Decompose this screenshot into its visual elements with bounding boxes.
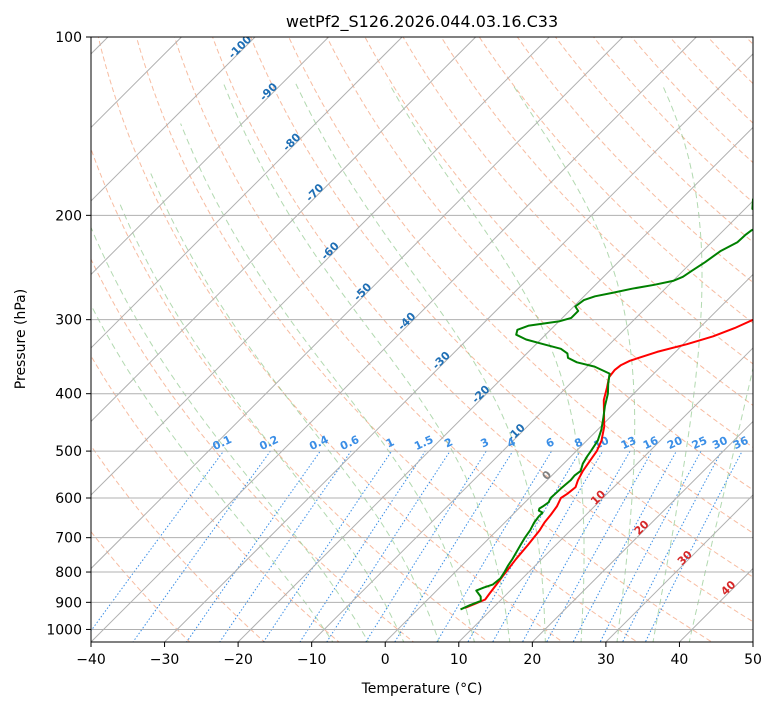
isotherm-line [91,37,477,423]
data-series [460,197,753,611]
isotherm-line [311,200,753,642]
isotherm-line [91,37,256,202]
mixing-ratio-line [521,450,631,642]
mixing-ratio-label: 30 [710,434,730,452]
mixing-ratio-line [326,450,451,642]
mixing-ratio-line [436,450,553,642]
mixing-ratio-line [262,450,393,642]
dry-adiabat-line [440,37,753,365]
x-tick-label: −30 [150,652,180,668]
moist-adiabat-line [652,83,703,642]
isotherm-line [605,494,753,642]
dry-adiabat-line [91,258,415,642]
dry-adiabat-line [135,37,639,642]
isotherm-line [91,37,403,349]
plot-area: -100-90-80-70-60-50-40-30-20-10010203040… [91,37,753,642]
mixing-ratio-line [546,450,653,642]
y-tick-label: 100 [55,30,82,46]
mixing-ratio-label: 20 [665,434,685,452]
dry-adiabat-line [478,37,753,324]
mixing-ratio-label: 16 [641,434,661,452]
plot-frame [90,36,754,643]
dewpoint-profile [460,197,753,611]
isotherm-line [91,37,624,570]
x-tick-label: 30 [597,652,615,668]
dry-adiabat-line [402,37,753,406]
x-tick-label: 10 [450,652,468,668]
moist-adiabat-line [180,123,475,642]
mixing-ratio-lines [91,450,743,642]
dry-adiabat-line [554,37,753,243]
isotherm-line [91,37,550,496]
dry-adiabat-line [97,37,564,642]
y-axis-ticks: 1000 900 800 700 600 500 400 300 200 100 [46,30,91,638]
moist-adiabat-line [388,83,585,642]
dry-adiabat-line [91,355,340,642]
y-axis-label: Pressure (hPa) [13,289,29,389]
x-axis-ticks: −40 −30 −20 −10 0 10 20 30 40 50 [76,642,762,668]
x-tick-label: −40 [76,652,106,668]
mixing-ratio-line [219,450,352,642]
x-tick-label: −20 [223,652,253,668]
mixing-ratio-line [621,450,722,642]
dry-adiabat-line [174,37,713,642]
x-axis-label: Temperature (°C) [361,681,483,697]
y-tick-label: 900 [55,595,82,611]
dry-adiabat-line [250,37,753,578]
y-tick-label: 400 [55,387,82,403]
isotherm-line [237,126,753,642]
isotherm-line [91,37,329,276]
grid-lines [91,37,753,642]
moist-adiabats [91,83,753,642]
moist-adiabat-line [688,366,753,642]
y-tick-label: 800 [55,565,82,581]
x-tick-label: −10 [297,652,327,668]
moist-adiabat-line [91,303,334,642]
mixing-ratio-label: 25 [690,434,709,452]
dry-adiabat-line [364,37,753,448]
chart-title: wetPf2_S126.2026.044.03.16.C33 [286,12,558,32]
mixing-ratio-line [492,450,604,642]
isotherm-line [458,347,753,642]
y-tick-label: 300 [55,313,82,329]
moist-adiabat-line [223,83,511,642]
mixing-ratio-line [186,450,321,642]
isotherm-line [164,53,753,642]
y-tick-label: 1000 [46,622,82,638]
moist-adiabat-line [511,83,636,642]
mixing-ratio-label: 36 [731,434,751,452]
moist-adiabat-line [150,173,440,642]
dry-adiabat-line [91,445,266,642]
isotherm-line [531,420,753,642]
moist-adiabat-line [118,201,405,642]
x-tick-label: 40 [671,652,689,668]
dry-adiabats [91,37,753,642]
dry-adiabat-line [91,147,489,642]
dry-adiabat-line [212,37,753,623]
mixing-ratio-label: 13 [619,434,638,452]
temperature-profile [464,318,753,609]
dry-adiabat-line [326,37,753,491]
mixing-ratio-line [365,450,487,642]
mixing-ratio-line [644,450,743,642]
moist-adiabat-line [295,83,546,642]
mixing-ratio-line [394,450,514,642]
x-tick-label: 50 [744,652,762,668]
isotherm-line [91,37,697,642]
isotherm-line [384,273,753,642]
dry-adiabat-line [631,37,753,164]
y-tick-label: 600 [55,491,82,507]
y-tick-label: 200 [55,208,82,224]
x-tick-label: 0 [381,652,390,668]
y-tick-label: 500 [55,444,82,460]
x-tick-label: 20 [523,652,541,668]
moist-adiabat-line [91,227,369,642]
y-tick-label: 700 [55,531,82,547]
